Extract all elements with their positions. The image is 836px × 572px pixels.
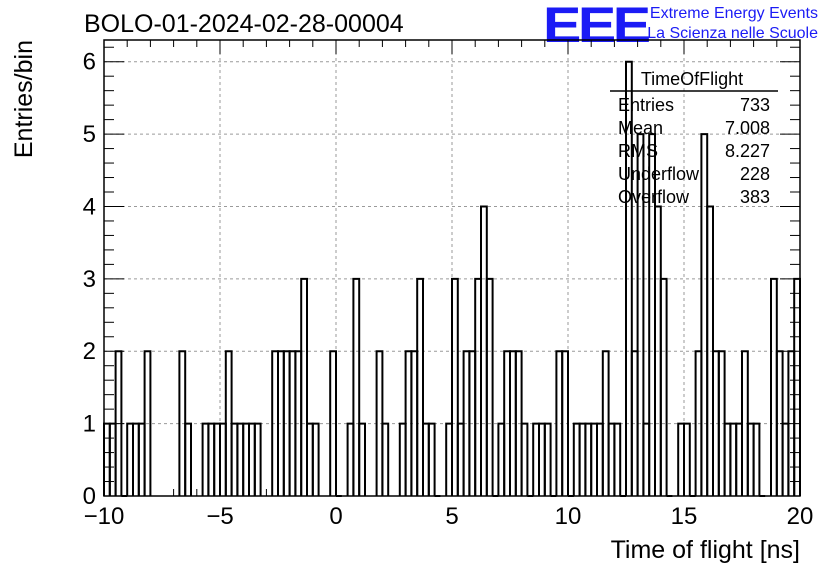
- histogram-bin: [451, 277, 459, 496]
- stats-value: 228: [740, 164, 770, 184]
- stats-label: Overflow: [618, 187, 690, 207]
- histogram-bin: [311, 422, 320, 496]
- histogram-bin: [683, 422, 691, 496]
- stats-value: 8.227: [725, 141, 770, 161]
- histogram-series: [103, 60, 801, 497]
- histogram-bin: [561, 350, 569, 496]
- histogram-bin: [253, 422, 262, 496]
- y-axis-label: Entries/bin: [10, 40, 38, 158]
- histogram-bin: [752, 422, 761, 496]
- stats-value: 7.008: [725, 118, 770, 138]
- x-axis-label: Time of flight [ns]: [611, 536, 800, 564]
- stats-label: Mean: [618, 118, 663, 138]
- x-tick-label: 5: [445, 503, 458, 530]
- x-tick-label: 10: [555, 503, 582, 530]
- stats-label: RMS: [618, 141, 658, 161]
- stats-title: TimeOfFlight: [641, 69, 743, 89]
- histogram-bin: [184, 422, 192, 496]
- histogram-bin: [143, 350, 152, 496]
- histogram-bin: [381, 422, 390, 496]
- x-tick-label: 0: [329, 503, 342, 530]
- x-tick-label: 20: [787, 503, 814, 530]
- histogram-bin: [613, 422, 622, 496]
- y-tick-label: 6: [83, 49, 96, 76]
- y-tick-label: 5: [83, 121, 96, 148]
- x-tick-label: 15: [671, 503, 698, 530]
- chart-title: BOLO-01-2024-02-28-00004: [84, 10, 404, 38]
- histogram-bin: [427, 422, 436, 496]
- y-tick-label: 2: [83, 338, 96, 365]
- eee-logo: EEE: [543, 0, 651, 53]
- logo-tagline-1: Extreme Energy Events: [649, 5, 818, 22]
- stats-box: TimeOfFlight Entries 733 Mean 7.008 RMS 8.227 U…: [610, 69, 778, 207]
- tick-labels: −10 −5 0 5 10 15 20 0 1 2 3 4 5 6: [83, 49, 814, 530]
- histogram-bin: [416, 277, 424, 496]
- stats-value: 733: [740, 95, 770, 115]
- stats-label: Underflow: [618, 164, 700, 184]
- histogram-bin: [625, 60, 633, 496]
- logo-tagline-2: La Scienza nelle Scuole: [647, 25, 818, 42]
- stats-value: 383: [740, 187, 770, 207]
- histogram-bin: [520, 422, 529, 496]
- histogram-bin: [358, 422, 366, 496]
- histogram-bin: [329, 350, 337, 496]
- histogram-bin: [793, 277, 801, 496]
- histogram-bin: [485, 277, 494, 496]
- x-tick-label: −5: [206, 503, 233, 530]
- histogram-bin: [352, 277, 361, 496]
- axes: [103, 39, 801, 497]
- histogram-bin: [300, 277, 308, 496]
- y-tick-label: 1: [83, 411, 96, 438]
- stats-label: Entries: [618, 95, 674, 115]
- y-tick-label: 0: [83, 483, 96, 510]
- y-tick-label: 3: [83, 266, 96, 293]
- histogram-bin: [636, 133, 645, 496]
- x-tick-label: −10: [84, 503, 125, 530]
- histogram-bin: [659, 277, 668, 496]
- histogram-bin: [543, 422, 552, 496]
- y-tick-label: 4: [83, 193, 96, 220]
